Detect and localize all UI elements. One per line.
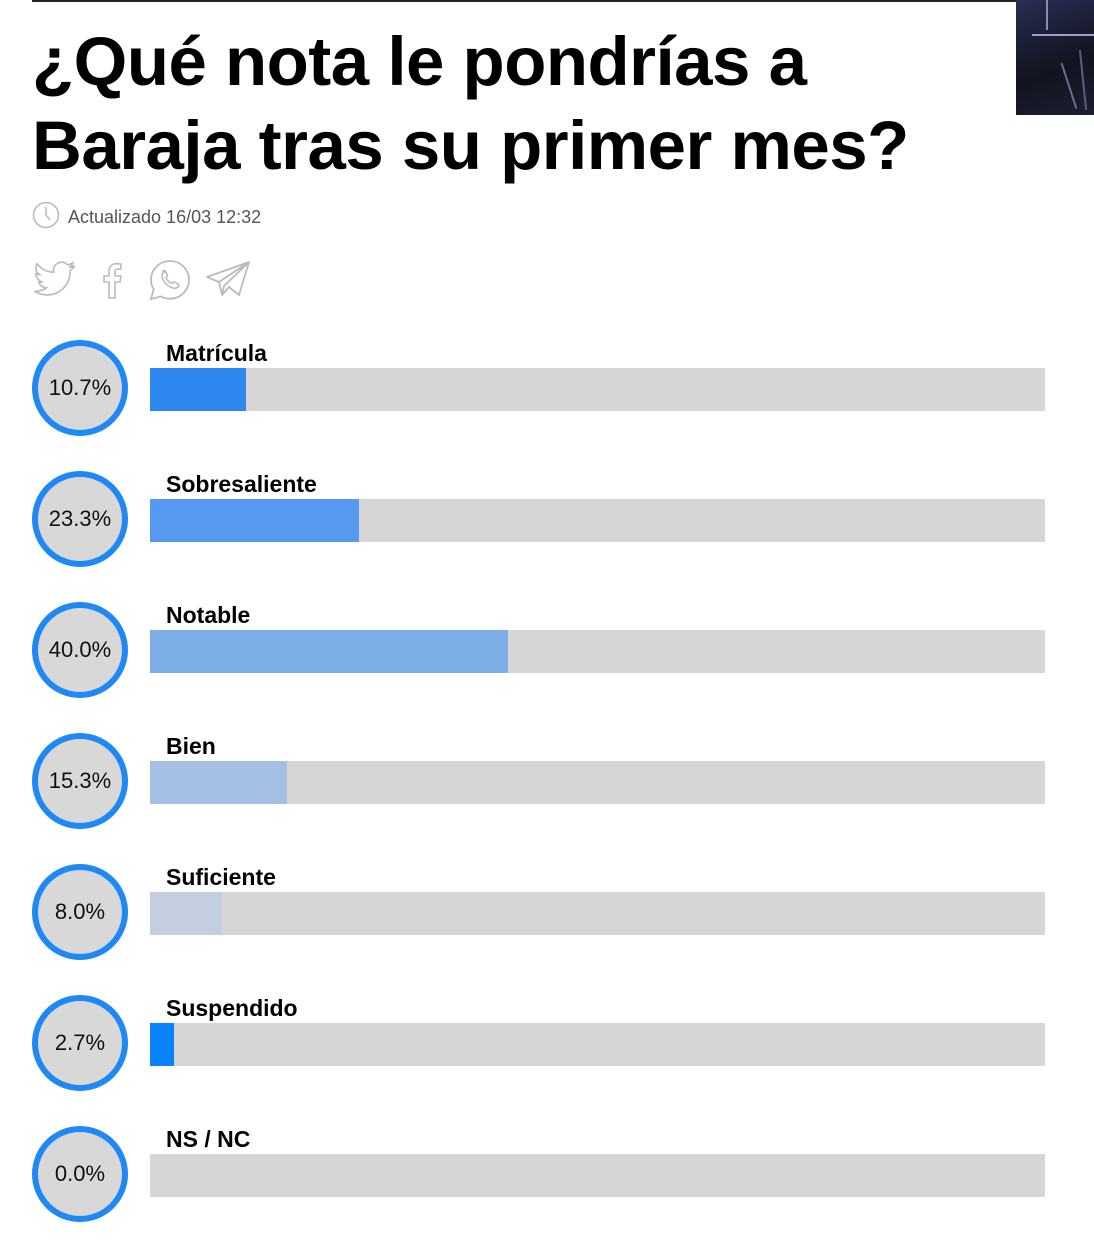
result-bar-fill (150, 499, 359, 542)
poll-option-ns-nc[interactable]: 0.0% NS / NC (32, 1126, 1062, 1257)
percent-badge: 15.3% (32, 733, 128, 829)
poll-option-matricula[interactable]: 10.7% Matrícula (32, 340, 1062, 471)
updated-timestamp: Actualizado 16/03 12:32 (68, 207, 262, 227)
percent-badge: 23.3% (32, 471, 128, 567)
whatsapp-icon[interactable] (146, 256, 194, 304)
percent-badge: 10.7% (32, 340, 128, 436)
result-bar-track (150, 630, 1045, 673)
result-bar-track (150, 499, 1045, 542)
facebook-icon[interactable] (88, 256, 136, 304)
percent-badge: 0.0% (32, 1126, 128, 1222)
result-bar-fill (150, 892, 222, 935)
poll-option-suspendido[interactable]: 2.7% Suspendido (32, 995, 1062, 1126)
option-label: Suspendido (166, 995, 298, 1021)
telegram-icon[interactable] (204, 256, 252, 304)
result-bar-fill (150, 630, 508, 673)
page-title: ¿Qué nota le pondrías a Baraja tras su p… (32, 23, 909, 184)
update-meta: Actualizado 16/03 12:32 (32, 201, 261, 234)
option-label: Sobresaliente (166, 471, 317, 497)
option-label: Suficiente (166, 864, 276, 890)
result-bar-track (150, 1023, 1045, 1066)
clock-icon (32, 201, 60, 234)
option-label: Notable (166, 602, 251, 628)
result-bar-track (150, 761, 1045, 804)
result-bar-fill (150, 368, 246, 411)
poll-results: 10.7% Matrícula 23.3% Sobresaliente 40.0… (32, 340, 1062, 1257)
result-bar-track (150, 1154, 1045, 1197)
result-bar-fill (150, 761, 287, 804)
percent-badge: 2.7% (32, 995, 128, 1091)
top-divider (32, 0, 1016, 2)
result-bar-fill (150, 1023, 175, 1066)
option-label: Matrícula (166, 340, 267, 366)
poll-option-suficiente[interactable]: 8.0% Suficiente (32, 864, 1062, 995)
option-label: Bien (166, 733, 216, 759)
percent-badge: 40.0% (32, 602, 128, 698)
poll-option-notable[interactable]: 40.0% Notable (32, 602, 1062, 733)
percent-badge: 8.0% (32, 864, 128, 960)
poll-option-sobresaliente[interactable]: 23.3% Sobresaliente (32, 471, 1062, 602)
poll-option-bien[interactable]: 15.3% Bien (32, 733, 1062, 864)
option-label: NS / NC (166, 1126, 251, 1152)
result-bar-track (150, 892, 1045, 935)
related-image-thumbnail[interactable] (1016, 0, 1094, 115)
share-bar (30, 256, 252, 304)
result-bar-track (150, 368, 1045, 411)
twitter-icon[interactable] (30, 256, 78, 304)
